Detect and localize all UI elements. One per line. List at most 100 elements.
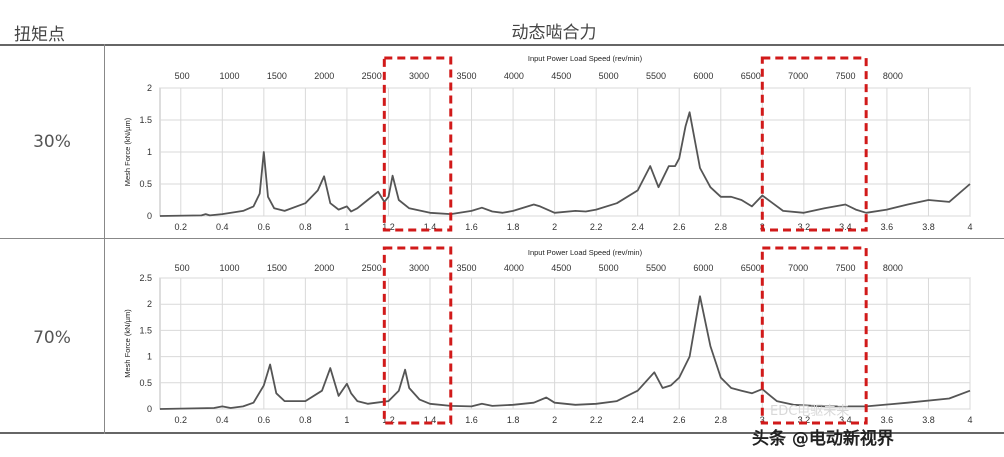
x-tick-label: 4	[967, 415, 972, 425]
y-tick-label: 2.5	[139, 273, 152, 283]
mesh-force-curve	[159, 111, 971, 217]
y-tick-label: 1.5	[139, 325, 152, 335]
top-tick-label: 5500	[646, 71, 666, 81]
x-tick-label: 1.4	[424, 222, 437, 232]
x-tick-label: 1.2	[382, 415, 395, 425]
middle-rule	[0, 238, 1004, 239]
y-tick-label: 1	[147, 352, 152, 362]
top-tick-label: 6000	[693, 71, 713, 81]
x-tick-label: 2.6	[673, 415, 686, 425]
bottom-rule	[0, 432, 1004, 434]
top-axis-label: Input Power Load Speed (rev/min)	[528, 54, 643, 63]
top-tick-label: 4000	[504, 263, 524, 273]
x-tick-label: 1.8	[507, 222, 520, 232]
x-tick-label: 2.8	[715, 222, 728, 232]
mesh-force-curve	[159, 295, 971, 410]
x-tick-label: 3.4	[839, 222, 852, 232]
top-tick-label: 7500	[836, 263, 856, 273]
top-tick-label: 500	[175, 263, 190, 273]
x-tick-label: 1	[344, 222, 349, 232]
x-tick-label: 0.2	[175, 415, 188, 425]
top-tick-label: 500	[175, 71, 190, 81]
x-tick-label: 1	[344, 415, 349, 425]
top-tick-label: 2500	[362, 71, 382, 81]
top-axis-label: Input Power Load Speed (rev/min)	[528, 248, 643, 257]
top-tick-label: 6500	[741, 263, 761, 273]
row-header-torque-point: 扭矩点	[14, 25, 65, 45]
x-tick-label: 0.2	[175, 222, 188, 232]
x-tick-label: 1.4	[424, 415, 437, 425]
row-label-30: 30%	[33, 132, 71, 152]
x-tick-label: 2.2	[590, 415, 603, 425]
top-tick-label: 8000	[883, 263, 903, 273]
highlight-box	[382, 56, 453, 232]
y-axis-label: Mesh Force (kN/µm)	[123, 117, 132, 186]
top-tick-label: 2000	[314, 71, 334, 81]
top-tick-label: 3500	[456, 263, 476, 273]
watermark-source: 头条 @电动新视界	[752, 429, 894, 449]
x-tick-label: 0.8	[299, 222, 312, 232]
x-tick-label: 3.8	[922, 222, 935, 232]
top-tick-label: 1000	[220, 263, 240, 273]
x-tick-label: 0.4	[216, 415, 229, 425]
x-tick-label: 3.6	[881, 415, 894, 425]
y-tick-label: 2	[147, 299, 152, 309]
mesh-force-chart-30: 0 0.5 1 1.5 2 0.2 0.4 0.6 0.8 1 1.2 1.4 1.6 1.8 2 2.2 2.…	[123, 54, 973, 232]
x-tick-label: 2.6	[673, 222, 686, 232]
top-tick-label: 7000	[788, 263, 808, 273]
top-tick-label: 1500	[267, 263, 287, 273]
x-tick-label: 1.8	[507, 415, 520, 425]
highlight-box	[760, 246, 868, 425]
x-tick-label: 1.2	[382, 222, 395, 232]
top-tick-label: 8000	[883, 71, 903, 81]
top-tick-label: 3000	[409, 263, 429, 273]
mesh-force-chart-70: 0 0.5 1 1.5 2 2.5 0.2 0.4 0.6 0.8 1 1.2 1.4 1.6 1.8 2 2.…	[123, 246, 973, 425]
x-tick-label: 3	[760, 415, 765, 425]
y-tick-label: 2	[147, 83, 152, 93]
top-tick-label: 6500	[741, 71, 761, 81]
x-tick-label: 3.6	[881, 222, 894, 232]
highlight-box	[382, 246, 453, 425]
y-tick-label: 1.5	[139, 115, 152, 125]
highlight-box	[760, 56, 868, 232]
top-tick-label: 5000	[599, 263, 619, 273]
x-tick-label: 0.6	[258, 415, 271, 425]
y-tick-label: 0.5	[139, 378, 152, 388]
x-tick-label: 3.8	[922, 415, 935, 425]
x-tick-label: 2.2	[590, 222, 603, 232]
x-tick-label: 0.4	[216, 222, 229, 232]
x-tick-label: 2	[552, 415, 557, 425]
y-axis-label: Mesh Force (kN/µm)	[123, 309, 132, 378]
x-tick-label: 2.4	[631, 415, 644, 425]
x-tick-label: 1.6	[465, 222, 478, 232]
top-tick-label: 2500	[362, 263, 382, 273]
x-tick-label: 3.4	[839, 415, 852, 425]
y-tick-label: 0	[147, 404, 152, 414]
plot-area	[159, 277, 971, 410]
column-divider	[104, 44, 105, 434]
column-header-dynamic-mesh-force: 动态啮合力	[511, 23, 597, 43]
top-tick-label: 3500	[456, 71, 476, 81]
x-tick-label: 1.6	[465, 415, 478, 425]
top-tick-label: 4000	[504, 71, 524, 81]
x-tick-label: 4	[967, 222, 972, 232]
x-tick-label: 3.2	[798, 415, 811, 425]
x-tick-label: 2	[552, 222, 557, 232]
top-tick-label: 3000	[409, 71, 429, 81]
x-tick-label: 0.6	[258, 222, 271, 232]
row-label-70: 70%	[33, 328, 71, 348]
top-tick-label: 5500	[646, 263, 666, 273]
x-tick-label: 0.8	[299, 415, 312, 425]
top-tick-label: 7000	[788, 71, 808, 81]
x-tick-label: 2.8	[715, 415, 728, 425]
top-tick-label: 1500	[267, 71, 287, 81]
x-tick-label: 2.4	[631, 222, 644, 232]
watermark-edc: EDC电驱未来	[770, 404, 850, 419]
x-tick-label: 3.2	[798, 222, 811, 232]
top-tick-label: 7500	[836, 71, 856, 81]
top-tick-label: 5000	[599, 71, 619, 81]
y-tick-label: 1	[147, 147, 152, 157]
top-tick-label: 2000	[314, 263, 334, 273]
top-tick-label: 4500	[551, 263, 571, 273]
y-tick-label: 0.5	[139, 179, 152, 189]
